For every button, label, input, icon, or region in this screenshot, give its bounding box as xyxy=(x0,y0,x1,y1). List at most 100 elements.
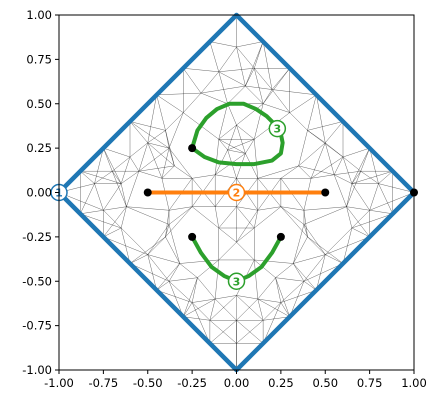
mesh-edge xyxy=(168,263,180,282)
mesh-edge xyxy=(147,142,163,179)
mesh-edge xyxy=(316,94,326,143)
mesh-edge xyxy=(293,263,317,291)
mesh-edge xyxy=(174,165,193,179)
data-point xyxy=(143,188,152,197)
mesh-edge xyxy=(80,213,122,229)
y-tick-label: 0.50 xyxy=(26,97,52,111)
mesh-edge xyxy=(280,165,299,179)
mesh-edge xyxy=(147,254,170,282)
mesh-edge xyxy=(369,192,415,211)
x-tick-label: 0.00 xyxy=(224,376,250,390)
mesh-edge xyxy=(169,206,193,211)
mesh-edge xyxy=(183,68,202,94)
y-tick-label: 0.75 xyxy=(26,52,52,66)
mesh-edge xyxy=(227,149,246,154)
mesh-edge xyxy=(218,103,228,140)
labels-layer: 1233 xyxy=(50,119,287,290)
mesh-edge xyxy=(360,171,379,184)
mesh-edge xyxy=(192,298,216,303)
mesh-edge xyxy=(263,103,290,113)
mesh-edge xyxy=(257,298,281,303)
mesh-edge xyxy=(293,236,308,264)
y-tick-label: -1.00 xyxy=(22,363,52,377)
mesh-edge xyxy=(94,183,104,211)
mesh-edge xyxy=(369,210,393,214)
series-marker-label-1: 2 xyxy=(233,187,241,200)
mesh-edge xyxy=(289,94,317,113)
mesh-edge xyxy=(346,171,361,207)
mesh-edge xyxy=(215,139,219,175)
mesh-edge xyxy=(209,41,237,48)
mesh-edge xyxy=(156,281,170,291)
mesh-edge xyxy=(103,236,148,255)
mesh-edge xyxy=(254,139,258,179)
mesh-edge xyxy=(126,206,170,211)
mesh-edge xyxy=(257,165,299,179)
mesh-edge xyxy=(360,148,370,172)
mesh-edge xyxy=(307,236,344,264)
mesh-edge xyxy=(129,236,166,264)
mesh-edge xyxy=(112,156,131,172)
mesh-edge xyxy=(192,174,216,179)
y-axis: -1.00 -0.75 -0.50 -0.25 0.00 0.25 0.50 0.75 1.00 xyxy=(22,8,59,377)
mesh-edge xyxy=(80,171,122,184)
mesh-edge xyxy=(369,148,379,184)
mesh-edge xyxy=(209,298,216,321)
series-line-closed-curve-2 xyxy=(190,101,285,167)
x-tick-label: -0.50 xyxy=(133,376,163,390)
mesh-edge xyxy=(346,206,353,229)
mesh-edge xyxy=(307,236,326,255)
mesh-edge xyxy=(303,281,317,291)
mesh-edge xyxy=(218,68,255,72)
mesh-edge xyxy=(218,206,237,229)
mesh-edge xyxy=(218,242,237,261)
mesh-edge xyxy=(129,263,170,282)
mesh-edge xyxy=(254,210,258,229)
x-tick-label: 0.75 xyxy=(357,376,383,390)
mesh-edge xyxy=(346,206,370,211)
mesh-edge xyxy=(218,139,228,151)
mesh-edge xyxy=(80,171,95,184)
mesh-edge xyxy=(209,295,237,321)
mesh-edge xyxy=(183,68,219,72)
x-tick-label: 1.00 xyxy=(401,376,427,390)
mesh-edge xyxy=(236,210,258,243)
mesh-edge xyxy=(245,85,273,90)
mesh-edge xyxy=(325,254,344,264)
mesh-edge xyxy=(245,41,264,87)
mesh-edge xyxy=(183,277,198,317)
mesh-edge xyxy=(351,148,370,184)
mesh-edge xyxy=(351,183,370,211)
mesh-edge xyxy=(215,174,237,179)
mesh-edge xyxy=(369,183,379,211)
mesh-edge xyxy=(197,259,219,278)
mesh-edge xyxy=(121,171,139,184)
mesh-edge xyxy=(262,41,273,90)
mesh-edge xyxy=(215,259,219,300)
mesh-edge xyxy=(168,112,184,149)
y-tick-label: 1.00 xyxy=(26,8,52,22)
mesh-edge xyxy=(192,302,210,321)
mesh-edge xyxy=(351,213,393,229)
mesh-edge xyxy=(257,206,281,211)
mesh-edge xyxy=(378,183,415,193)
mesh-edge xyxy=(103,148,113,172)
mesh-edge xyxy=(192,206,219,229)
mesh-edge xyxy=(293,224,305,264)
mesh-edge xyxy=(227,85,246,104)
mesh-edge xyxy=(147,236,166,255)
mesh-edge xyxy=(236,206,258,211)
mesh-edge xyxy=(112,171,127,207)
mesh-edge xyxy=(271,89,317,96)
mesh-edge xyxy=(218,71,246,87)
mesh-edge xyxy=(351,171,393,184)
mesh-edge xyxy=(298,165,312,179)
mesh-edge xyxy=(293,263,305,282)
mesh-edge xyxy=(179,259,219,264)
mesh-edge xyxy=(94,171,113,184)
mesh-edge xyxy=(280,281,305,303)
mesh-edge xyxy=(263,302,281,321)
y-tick-label: 0.25 xyxy=(26,141,52,155)
mesh-edge xyxy=(103,147,131,158)
